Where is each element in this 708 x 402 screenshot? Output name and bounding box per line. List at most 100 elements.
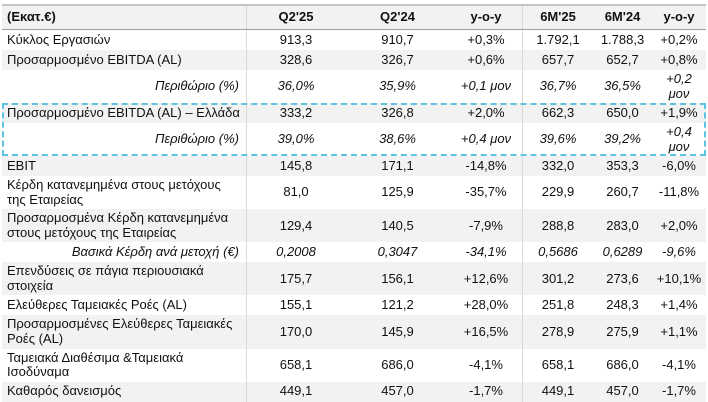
value-cell: 652,7 [606, 51, 639, 67]
table-row: Βασικά Κέρδη ανά μετοχή (€) 0,2008 0,3047 -… [2, 242, 706, 263]
value-cell: 301,2 [541, 270, 575, 286]
value-cell: 155,1 [279, 297, 313, 313]
value-cell: 39,0% [277, 131, 315, 147]
value-cell: +2,0% [450, 103, 523, 124]
value-cell: +12,6% [450, 262, 523, 296]
column-header: 6M'24 [604, 9, 641, 25]
table-row: Επενδύσεις σε πάγια περιουσιακά στοιχεία… [2, 262, 706, 296]
value-cell: 260,7 [606, 184, 639, 200]
value-cell: 328,6 [279, 51, 313, 67]
value-cell: -4,1% [450, 348, 523, 382]
value-cell: 1.792,1 [536, 31, 580, 47]
value-cell: +0,3% [450, 30, 523, 50]
value-cell: 910,7 [381, 31, 414, 47]
table-row: Προσαρμοσμένα Κέρδη κατανεμημένα στους μ… [2, 209, 706, 243]
value-cell: +0,8% [660, 51, 698, 67]
column-header: Q2'25 [278, 9, 314, 25]
table-row: Προσαρμοσμένο EBITDA (AL) – Ελλάδα 333,2 3… [2, 103, 706, 124]
row-label: Περιθώριο (%) [2, 70, 247, 104]
table-row: Περιθώριο (%) 36,0% 35,9% +0,1 μον 36,7% 36,5… [2, 70, 706, 104]
value-cell: 121,2 [381, 297, 414, 313]
value-cell: 0,3047 [377, 244, 418, 260]
table-row: Ταμειακά Διαθέσιμα &Ταμειακά Ισοδύναμα 65… [2, 348, 706, 382]
value-cell: 170,0 [279, 323, 313, 339]
value-cell: 145,9 [381, 323, 414, 339]
table-row: Προσαρμοσμένες Ελεύθερες Ταμειακές Ροές … [2, 315, 706, 349]
value-cell: +1,4% [660, 297, 698, 313]
value-cell: 662,3 [541, 104, 575, 120]
row-label: Επενδύσεις σε πάγια περιουσιακά στοιχεία [2, 262, 247, 296]
table-row: Προσαρμοσμένο EBITDA (AL) 328,6 326,7 +0,6%… [2, 50, 706, 70]
value-cell: 171,1 [381, 157, 414, 173]
value-cell: 457,0 [381, 383, 414, 399]
value-cell: 326,7 [381, 51, 414, 67]
table-row: EBIT 145,8 171,1 -14,8% 332,0 353,3 -6,0% [2, 156, 706, 177]
row-label: Προσαρμοσμένο EBITDA (AL) [2, 50, 247, 70]
value-cell: +0,4 μον [666, 124, 692, 154]
value-cell: 457,0 [606, 383, 639, 399]
value-cell: -6,0% [662, 157, 696, 173]
column-header: 6M'25 [540, 9, 576, 25]
value-cell: -1,7% [450, 381, 523, 402]
value-cell: 229,9 [541, 184, 575, 200]
value-cell: -1,7% [662, 383, 696, 399]
value-cell: 657,7 [541, 51, 575, 67]
value-cell: +0,4 μον [450, 123, 523, 157]
value-cell: 658,1 [541, 356, 575, 372]
value-cell: 275,9 [606, 323, 639, 339]
row-label: Κύκλος Εργασιών [2, 30, 247, 50]
value-cell: +0,2 μον [666, 71, 692, 101]
column-header: Q2'24 [380, 9, 415, 25]
value-cell: 140,5 [381, 217, 414, 233]
column-header: (Εκατ.€) [2, 6, 247, 29]
value-cell: 1.788,3 [600, 31, 645, 47]
table-row: Κύκλος Εργασιών 913,3 910,7 +0,3% 1.792,1 1.7… [2, 30, 706, 50]
value-cell: 913,3 [279, 31, 313, 47]
value-cell: 129,4 [279, 217, 313, 233]
row-label: Καθαρός δανεισμός [2, 381, 247, 402]
value-cell: -9,6% [662, 244, 696, 260]
value-cell: 650,0 [606, 104, 639, 120]
value-cell: 36,7% [539, 78, 577, 94]
row-label: Προσαρμοσμένα Κέρδη κατανεμημένα στους μ… [2, 209, 247, 243]
value-cell: +0,1 μον [450, 70, 523, 104]
value-cell: 0,6289 [602, 244, 643, 260]
value-cell: +1,9% [660, 104, 698, 120]
table-row: Καθαρός δανεισμός 449,1 457,0 -1,7% 449,1 457… [2, 381, 706, 402]
table-header-row: (Εκατ.€) Q2'25 Q2'24 y-o-y 6M'25 6M'24 y-o-y [2, 6, 706, 30]
financial-results-table: (Εκατ.€) Q2'25 Q2'24 y-o-y 6M'25 6M'24 y-o-y Κύ… [2, 4, 706, 402]
value-cell: 333,2 [279, 104, 313, 120]
value-cell: 39,6% [539, 131, 577, 147]
value-cell: 283,0 [606, 217, 639, 233]
value-cell: -14,8% [450, 156, 523, 177]
value-cell: 145,8 [279, 157, 313, 173]
row-label: Βασικά Κέρδη ανά μετοχή (€) [2, 242, 247, 263]
value-cell: 326,8 [381, 104, 414, 120]
value-cell: -11,8% [658, 184, 700, 200]
value-cell: +0,6% [450, 50, 523, 70]
table-row: Ελεύθερες Ταμειακές Ροές (AL) 155,1 121,2 +… [2, 295, 706, 316]
table-row: Κέρδη κατανεμημένα στους μετόχους της Ετ… [2, 176, 706, 210]
column-header: y-o-y [663, 9, 695, 25]
value-cell: -34,1% [450, 242, 523, 263]
row-label: Ταμειακά Διαθέσιμα &Ταμειακά Ισοδύναμα [2, 348, 247, 382]
value-cell: +1,1% [660, 323, 698, 339]
value-cell: 35,9% [379, 78, 416, 94]
value-cell: +0,2% [660, 31, 698, 47]
value-cell: -7,9% [450, 209, 523, 243]
value-cell: +2,0% [660, 217, 698, 233]
row-label: EBIT [2, 156, 247, 177]
value-cell: 449,1 [279, 383, 313, 399]
row-label: Προσαρμοσμένες Ελεύθερες Ταμειακές Ροές … [2, 315, 247, 349]
value-cell: 248,3 [606, 297, 639, 313]
value-cell: 686,0 [381, 356, 414, 372]
value-cell: 449,1 [541, 383, 575, 399]
value-cell: 332,0 [541, 157, 575, 173]
value-cell: -35,7% [450, 176, 523, 210]
value-cell: 125,9 [381, 184, 414, 200]
value-cell: +16,5% [450, 315, 523, 349]
value-cell: 175,7 [279, 270, 313, 286]
value-cell: 288,8 [541, 217, 575, 233]
table-row: Περιθώριο (%) 39,0% 38,6% +0,4 μον 39,6% 39,2… [2, 123, 706, 157]
